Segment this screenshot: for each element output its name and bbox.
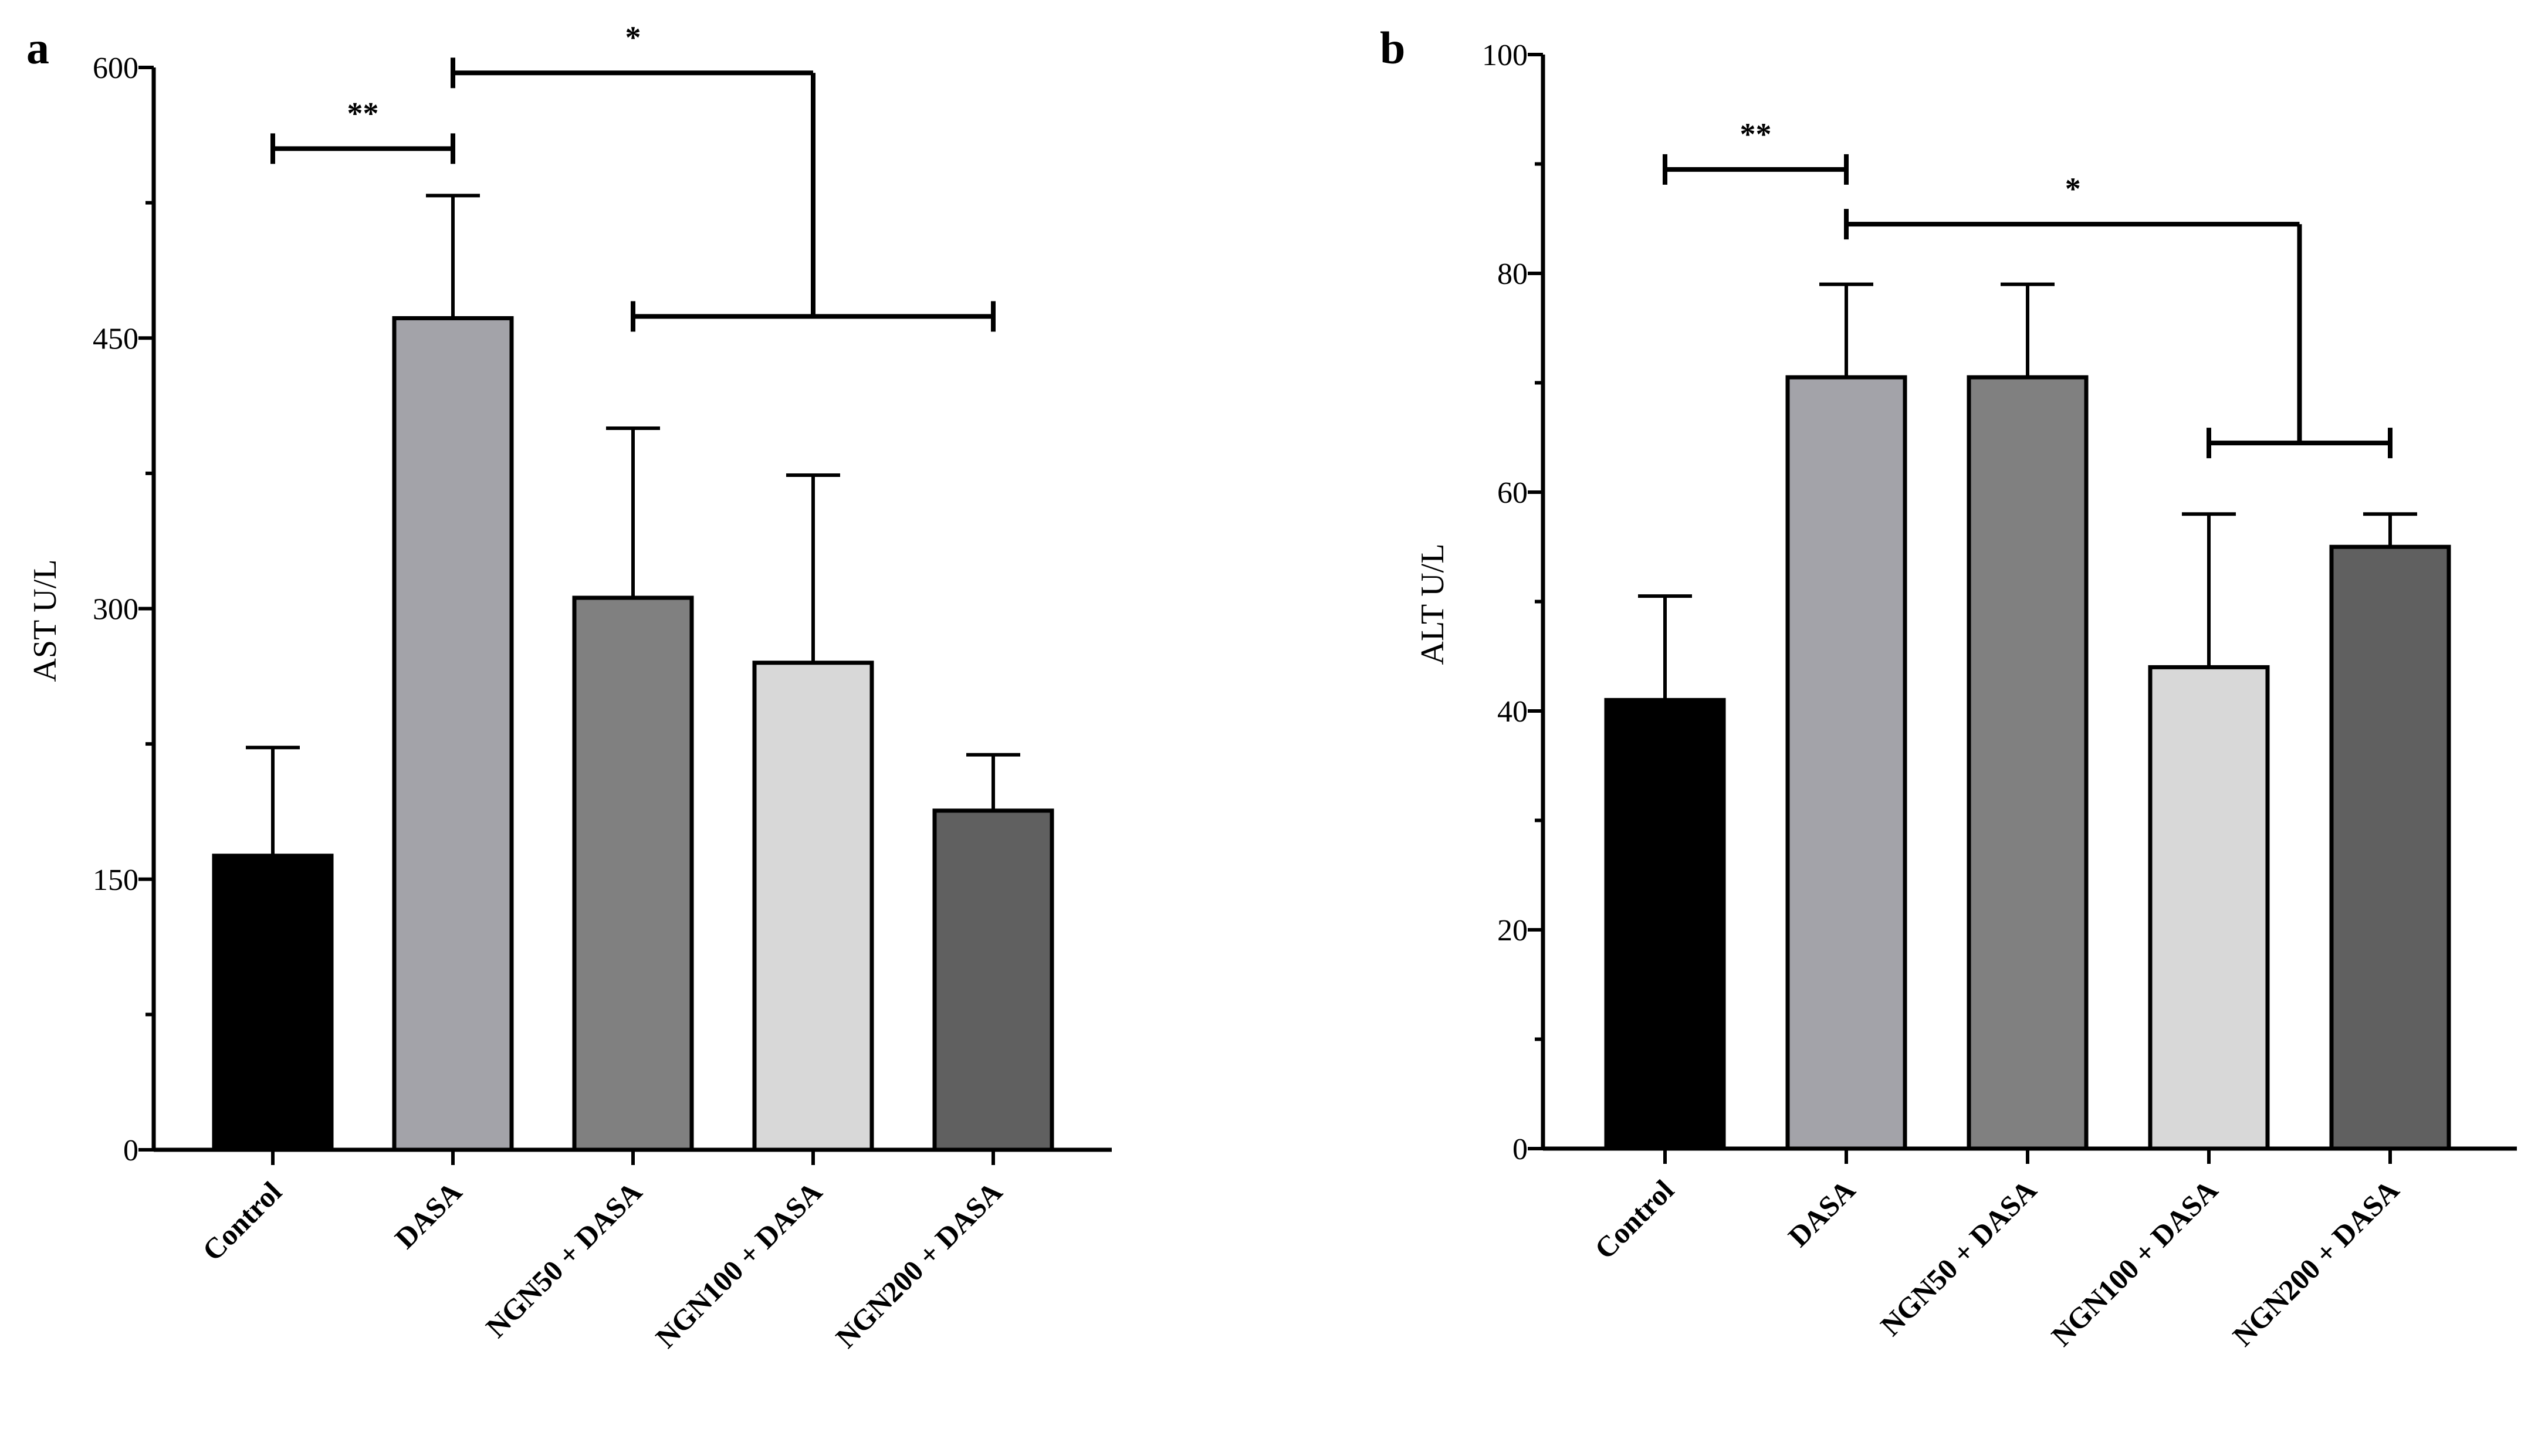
y-tick-label: 600: [93, 52, 138, 85]
y-tick-label: 40: [1497, 695, 1528, 729]
y-tick-label: 450: [93, 322, 138, 355]
bar: [392, 316, 514, 1152]
y-tick-label: 0: [123, 1134, 138, 1167]
panel-letter: a: [26, 22, 49, 73]
bar: [572, 595, 694, 1152]
significance-label: **: [1740, 117, 1772, 152]
significance-annotation: **: [1663, 117, 1849, 185]
y-tick-label: 100: [1482, 39, 1528, 72]
bar: [1967, 375, 2089, 1151]
bar: [752, 661, 874, 1152]
bar: [2148, 665, 2270, 1151]
bar: [1785, 375, 1907, 1151]
y-tick-label: 300: [93, 593, 138, 627]
significance-annotation: **: [270, 96, 455, 164]
y-axis-title: ALT U/L: [1414, 544, 1451, 665]
bar: [2329, 544, 2451, 1151]
y-tick-label: 60: [1497, 476, 1528, 510]
bar: [932, 808, 1054, 1152]
y-tick-label: 80: [1497, 258, 1528, 291]
significance-annotation: *: [451, 20, 996, 332]
bar: [1604, 697, 1726, 1151]
bar: [212, 854, 334, 1152]
y-axis-title: AST U/L: [27, 560, 63, 682]
panel-letter: b: [1380, 22, 1405, 73]
y-tick-label: 20: [1497, 914, 1528, 947]
significance-label: *: [625, 20, 641, 55]
significance-annotation: *: [1844, 171, 2393, 459]
y-tick-label: 150: [93, 864, 138, 897]
significance-label: *: [2065, 171, 2081, 206]
y-tick-label: 0: [1512, 1133, 1528, 1166]
significance-label: **: [347, 96, 379, 131]
